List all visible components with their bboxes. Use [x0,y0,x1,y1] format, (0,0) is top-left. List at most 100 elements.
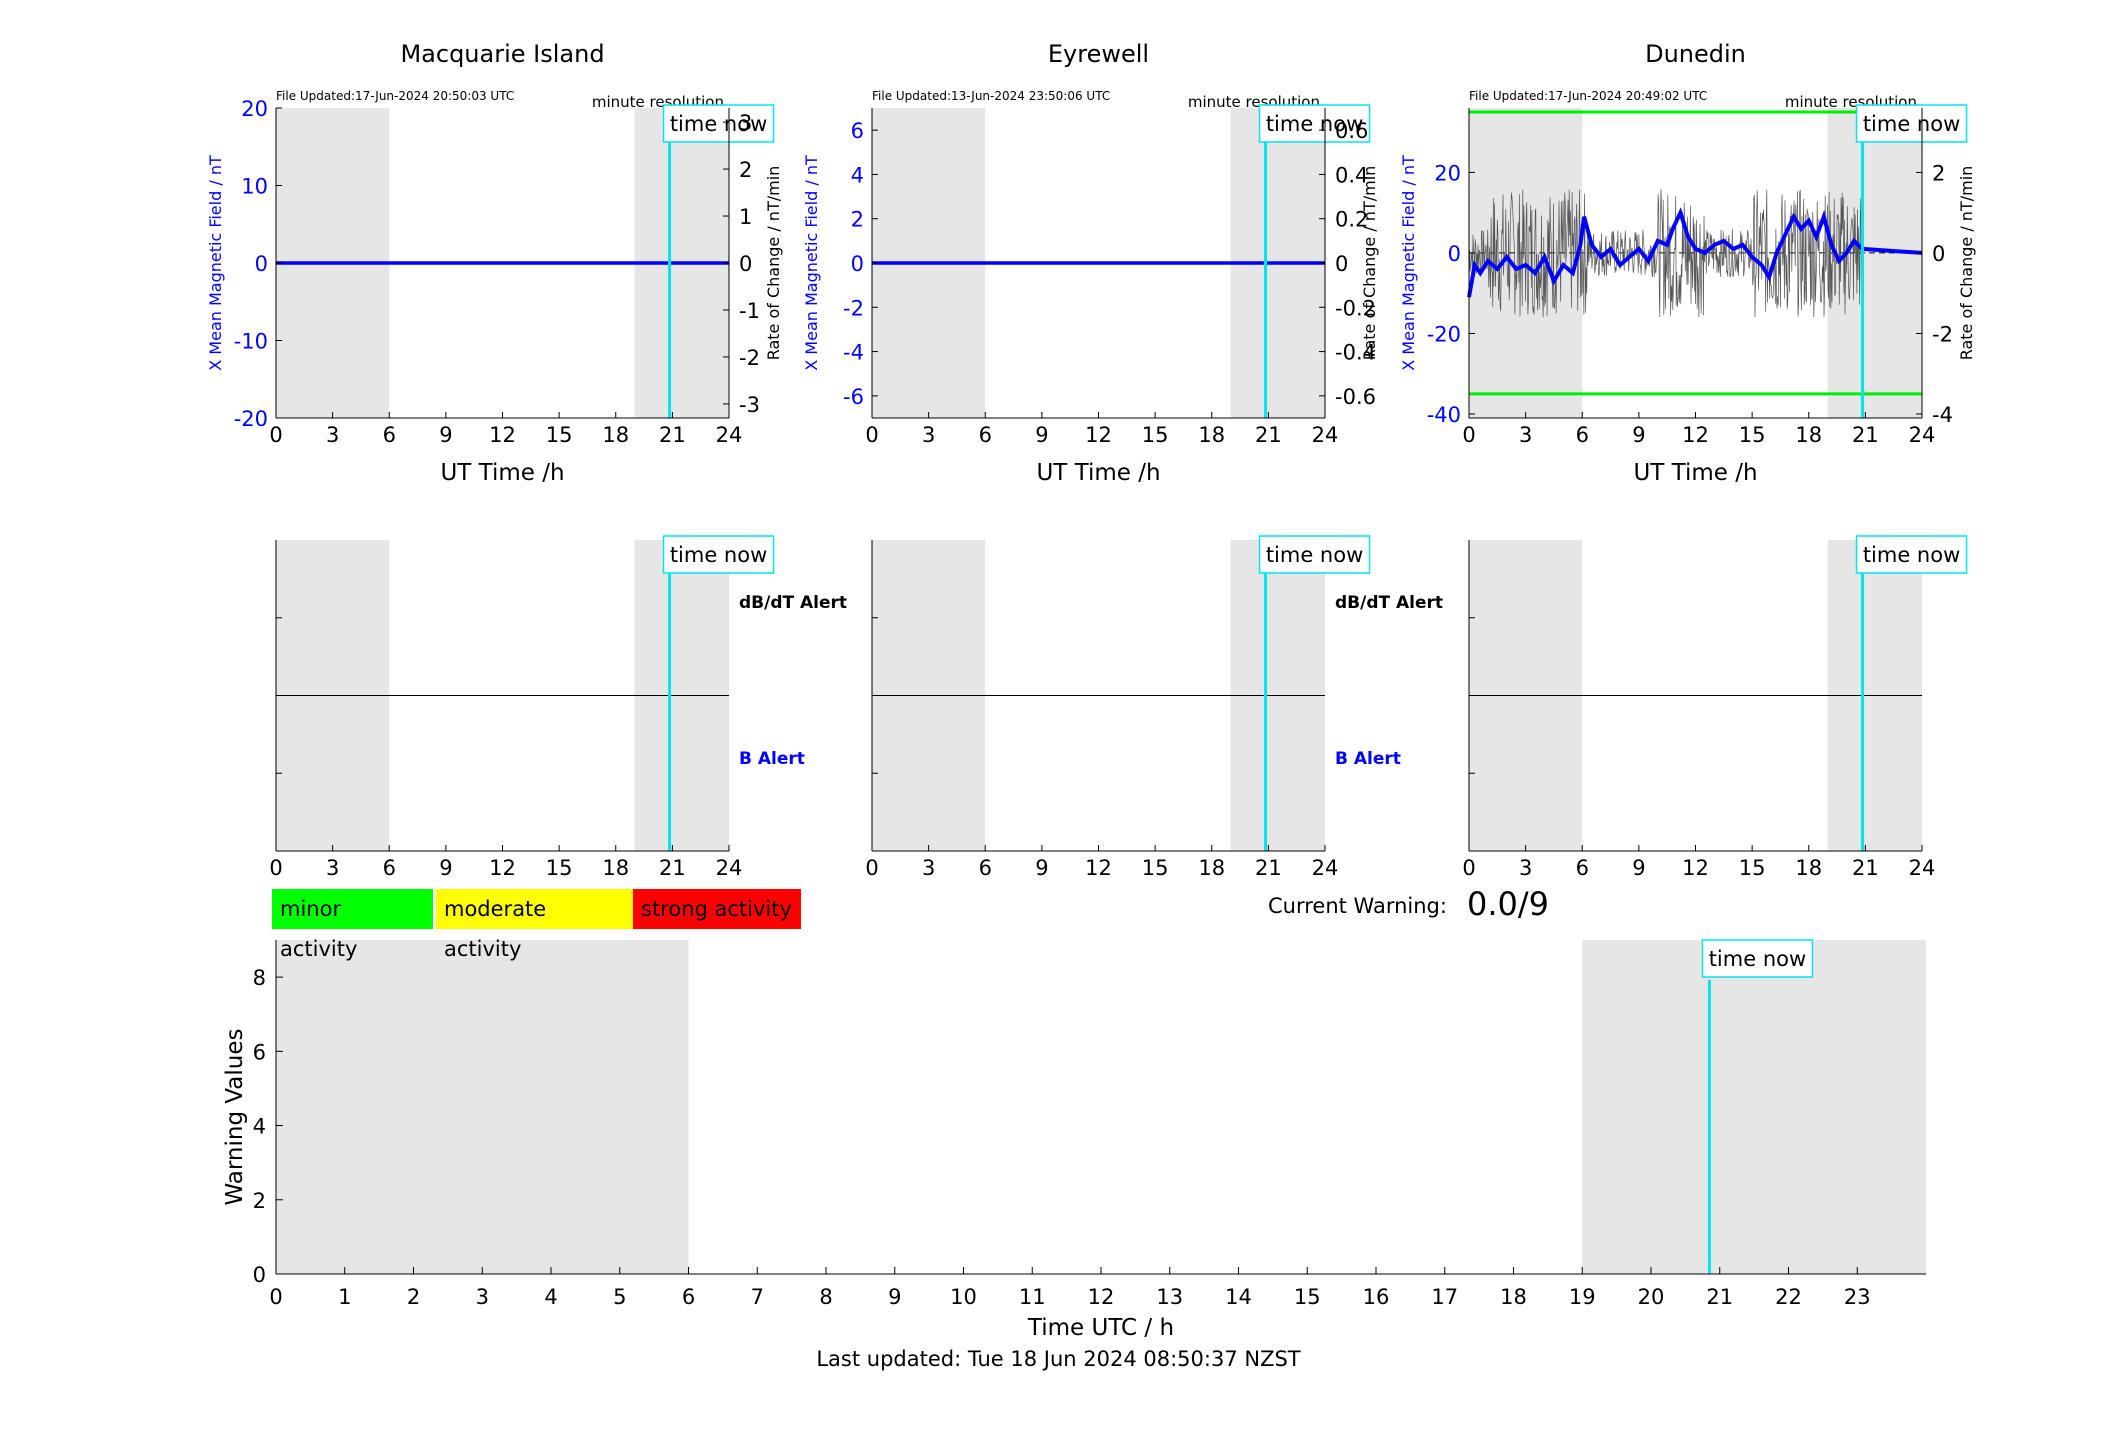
x-tick-label: 12 [1682,423,1709,447]
x-tick-label: 18 [1198,423,1225,447]
x-axis-label: UT Time /h [440,460,564,486]
x-tick-label: 21 [1255,423,1282,447]
y2-tick-label: 1 [739,205,752,229]
x-tick-label: 8 [819,1285,832,1309]
time-now-marker-label: time now [1863,543,1960,567]
x-tick-label: 0 [1462,856,1475,880]
time-now-marker-box [662,104,775,143]
y2-tick-label: -4 [1932,403,1953,427]
y-tick-label: -20 [234,407,268,431]
alert-plot-0: time now 0 3 6 9 12 15 18 21 24 dB/dT Alert B Alert [269,535,847,880]
alert-plot-2: time now 0 3 6 9 12 15 18 21 24 [1462,535,1968,880]
x-tick-label: 12 [1682,856,1709,880]
y-tick-label: -40 [1427,403,1461,427]
x-tick-label: 5 [613,1285,626,1309]
station-title: Eyrewell [1048,40,1149,68]
y-axis-label-left: X Mean Magnetic Field / nT [802,155,821,371]
y-tick-label: 4 [851,163,864,187]
x-tick-label: 21 [1255,856,1282,880]
x-tick-label: 15 [1142,856,1169,880]
x-tick-label: 9 [1632,856,1645,880]
x-tick-label: 12 [1085,423,1112,447]
x-tick-label: 9 [439,856,452,880]
y-tick-label: 10 [241,175,268,199]
x-tick-label: 24 [1312,423,1339,447]
x-tick-label: 7 [751,1285,764,1309]
x-tick-label: 24 [1909,856,1936,880]
x-tick-label: 3 [326,856,339,880]
y2-tick-label: -2 [1932,322,1953,346]
y-axis-label: Warning Values [222,1028,248,1205]
y2-tick-label: 0 [739,252,752,276]
night-shade [1582,940,1926,1274]
y-tick-label: 6 [851,119,864,143]
alert-plot-1: time now 0 3 6 9 12 15 18 21 24 dB/dT Alert B Alert [865,535,1443,880]
y2-tick-label: 2 [739,158,752,182]
y-tick-label: 2 [253,1189,266,1213]
x-tick-label: 0 [269,856,282,880]
y2-tick-label: -3 [739,393,760,417]
x-tick-label: 6 [682,1285,695,1309]
y-tick-label: -2 [843,296,864,320]
time-now-marker-box [1258,104,1371,143]
time-now-marker-box [1701,939,1814,978]
y-tick-label: 2 [851,208,864,232]
station-plots: Macquarie Island File Updated:17-Jun-2024… [206,40,1976,486]
x-tick-label: 0 [865,423,878,447]
x-axis-label: UT Time /h [1036,460,1160,486]
x-tick-label: 6 [383,856,396,880]
y-tick-label: 20 [241,97,268,121]
time-now-marker-label: time now [1266,543,1363,567]
y-tick-label: 0 [255,252,268,276]
x-tick-label: 24 [1909,423,1936,447]
y-tick-label: 20 [1434,161,1461,185]
x-tick-label: 6 [383,423,396,447]
y2-tick-label: -0.2 [1335,296,1376,320]
y-tick-label: 0 [253,1263,266,1287]
x-tick-label: 18 [602,856,629,880]
y2-tick-label: -0.4 [1335,341,1376,365]
y2-tick-label: 3 [739,111,752,135]
y-tick-label: -20 [1427,322,1461,346]
y2-tick-label: -1 [739,299,760,323]
dbdt-alert-label: dB/dT Alert [1335,593,1443,613]
b-alert-label: B Alert [739,749,805,769]
station-title: Dunedin [1645,40,1746,68]
x-tick-label: 18 [1500,1285,1527,1309]
x-tick-label: 15 [1739,856,1766,880]
x-tick-label: 6 [979,423,992,447]
x-tick-label: 3 [1519,423,1532,447]
x-tick-label: 9 [1035,856,1048,880]
x-tick-label: 9 [1035,423,1048,447]
file-updated-label: File Updated:13-Jun-2024 23:50:06 UTC [872,89,1110,103]
x-axis-label: UT Time /h [1633,460,1757,486]
x-tick-label: 6 [1576,423,1589,447]
y2-tick-label: 0 [1335,252,1348,276]
y2-tick-label: -2 [739,346,760,370]
x-tick-label: 15 [546,423,573,447]
y2-tick-label: 0.4 [1335,163,1368,187]
x-tick-label: 22 [1775,1285,1802,1309]
y-axis-label-left: X Mean Magnetic Field / nT [1399,155,1418,371]
x-tick-label: 18 [1795,856,1822,880]
y2-tick-label: 0 [1932,242,1945,266]
x-tick-label: 12 [489,423,516,447]
x-tick-label: 9 [439,423,452,447]
current-warning-label: Current Warning: [1268,894,1447,918]
y2-tick-label: 2 [1932,161,1945,185]
x-tick-label: 24 [716,423,743,447]
x-tick-label: 14 [1225,1285,1252,1309]
station-plot-0: Macquarie Island File Updated:17-Jun-2024… [206,40,783,486]
mean-field-series [1467,207,1923,298]
x-tick-label: 3 [326,423,339,447]
y-tick-label: 4 [253,1115,266,1139]
x-tick-label: 6 [1576,856,1589,880]
time-now-marker-label: time now [670,112,767,136]
dbdt-alert-label: dB/dT Alert [739,593,847,613]
x-tick-label: 11 [1019,1285,1046,1309]
x-tick-label: 24 [1312,856,1339,880]
x-axis-label: Time UTC / h [1027,1315,1174,1341]
x-tick-label: 4 [544,1285,557,1309]
x-tick-label: 12 [489,856,516,880]
